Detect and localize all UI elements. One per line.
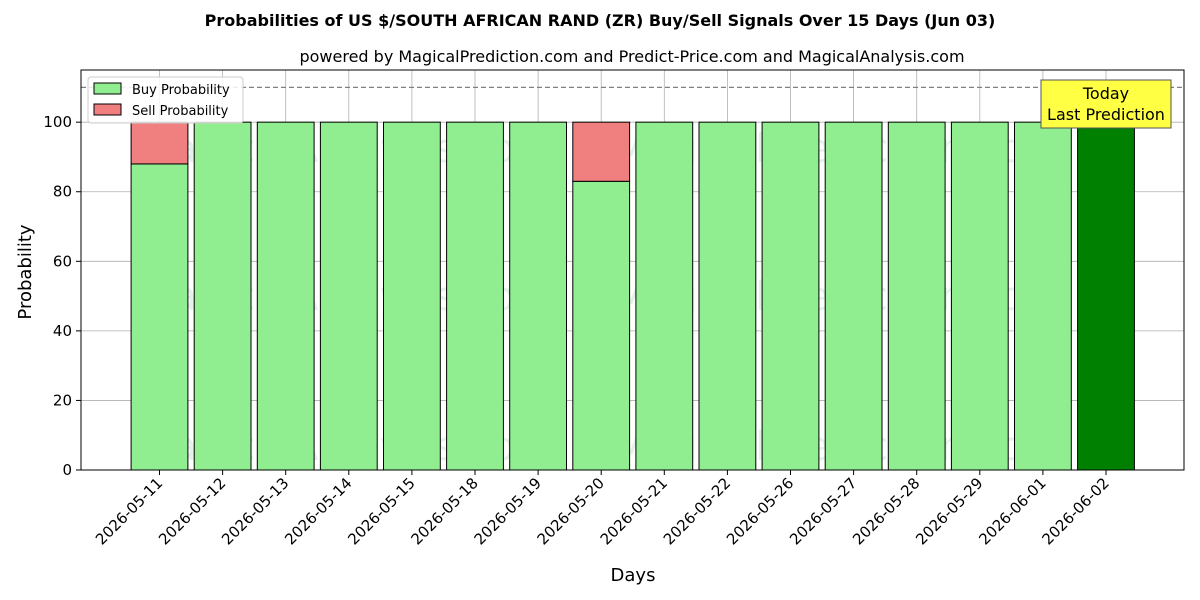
x-tick-label: 2026-06-01 [975, 474, 1049, 548]
sell-bar [572, 121, 631, 182]
y-tick-label: 60 [53, 252, 72, 270]
plot-frame [80, 69, 1185, 471]
y-tick-label: 80 [53, 183, 72, 201]
buy-bar [193, 121, 252, 471]
x-tick-label: 2026-05-19 [471, 474, 545, 548]
buy-bar [698, 121, 757, 471]
buy-bar [509, 121, 568, 471]
buy-bar [446, 121, 504, 471]
x-tick-label: 2026-05-22 [660, 474, 734, 548]
x-tick-label: 2026-05-14 [281, 474, 355, 548]
legend-box [87, 76, 244, 124]
legend-label: Sell Probability [132, 104, 229, 119]
y-tick-label: 0 [62, 461, 72, 479]
x-tick-label: 2026-05-21 [597, 474, 671, 548]
legend: Buy Probability Sell Probability [87, 76, 244, 124]
buy-bar [950, 121, 1009, 471]
buy-bar [130, 163, 189, 471]
chart-subtitle: powered by MagicalPrediction.com and Pre… [299, 47, 964, 66]
x-tick-label: 2026-05-20 [534, 474, 608, 548]
y-tick-label: 20 [53, 391, 72, 409]
legend-label: Buy Probability [132, 83, 230, 98]
buy-bar [824, 121, 883, 471]
sell-bar [130, 121, 189, 165]
legend-swatch [93, 82, 122, 95]
x-tick-label: 2026-05-29 [912, 474, 986, 548]
buy-bar [1014, 121, 1072, 471]
x-tick-label: 2026-05-26 [723, 474, 797, 548]
x-tick-label: 2026-05-18 [407, 474, 481, 548]
chart-title: Probabilities of US $/SOUTH AFRICAN RAND… [205, 11, 996, 30]
buy-bar [572, 180, 631, 471]
x-tick-label: 2026-05-11 [92, 474, 166, 548]
buy-bar [635, 121, 694, 471]
bars [130, 121, 1135, 471]
annotation-text: Last Prediction [1047, 105, 1165, 124]
buy-bar [256, 121, 315, 471]
x-tick-label: 2026-05-28 [849, 474, 923, 548]
y-tick-label: 100 [43, 113, 72, 131]
y-axis: 0 20 40 60 80 100 [43, 113, 81, 479]
buy-bar [761, 121, 820, 471]
x-tick-label: 2026-05-12 [155, 474, 229, 548]
x-tick-label: 2026-05-27 [786, 474, 860, 548]
x-tick-label: 2026-05-13 [218, 474, 292, 548]
x-tick-label: 2026-05-15 [344, 474, 418, 548]
buy-bar [1077, 121, 1135, 471]
x-axis: 2026-05-112026-05-122026-05-132026-05-14… [92, 470, 1113, 548]
y-axis-label: Probability [15, 224, 36, 319]
y-tick-label: 40 [53, 322, 72, 340]
legend-swatch [93, 103, 122, 116]
annotation-box [1040, 79, 1172, 129]
buy-bar [887, 121, 946, 471]
x-tick-label: 2026-06-02 [1038, 474, 1112, 548]
annotation-text: Today [1082, 84, 1129, 103]
buy-bar [383, 121, 441, 471]
x-axis-label: Days [611, 565, 656, 586]
today-annotation: Today Last Prediction [1040, 79, 1172, 129]
buy-bar [319, 121, 378, 471]
